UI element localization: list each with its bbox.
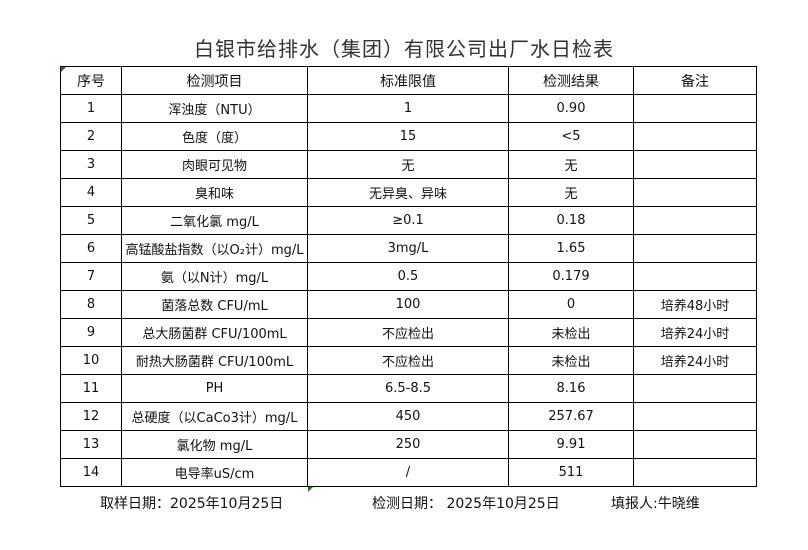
row-limit[interactable]: 无异臭、异味 <box>307 178 509 207</box>
cell-comment-marker <box>61 67 66 72</box>
table-header-row: 序号 检测项目 标准限值 检测结果 备注 <box>60 66 757 95</box>
row-item[interactable]: 肉眼可见物 <box>121 150 308 179</box>
row-result[interactable]: 未检出 <box>508 318 634 347</box>
row-index[interactable]: 13 <box>60 430 122 459</box>
table-row: 10 耐热大肠菌群 CFU/100mL 不应检出 未检出 培养24小时 <box>60 346 757 375</box>
row-remark[interactable]: 培养48小时 <box>633 290 757 319</box>
header-item[interactable]: 检测项目 <box>121 66 308 95</box>
row-limit[interactable]: 0.5 <box>307 262 509 291</box>
row-limit[interactable]: 不应检出 <box>307 318 509 347</box>
row-result[interactable]: 257.67 <box>508 402 634 431</box>
table-row: 11 PH 6.5-8.5 8.16 <box>60 374 757 403</box>
row-index[interactable]: 4 <box>60 178 122 207</box>
table-row: 2 色度（度） 15 <5 <box>60 122 757 151</box>
row-remark[interactable]: 培养24小时 <box>633 346 757 375</box>
row-remark[interactable] <box>633 150 757 179</box>
row-limit[interactable]: ≥0.1 <box>307 206 509 235</box>
row-limit[interactable]: 1 <box>307 94 509 123</box>
header-index[interactable]: 序号 <box>60 66 122 95</box>
row-item[interactable]: 色度（度） <box>121 122 308 151</box>
table-row: 8 菌落总数 CFU/mL 100 0 培养48小时 <box>60 290 757 319</box>
row-result[interactable]: 未检出 <box>508 346 634 375</box>
row-result[interactable]: 0 <box>508 290 634 319</box>
row-remark[interactable] <box>633 458 757 487</box>
row-index[interactable]: 14 <box>60 458 122 487</box>
row-item[interactable]: 高锰酸盐指数（以O₂计）mg/L <box>121 234 308 263</box>
row-item[interactable]: 氨（以N计）mg/L <box>121 262 308 291</box>
row-remark[interactable] <box>633 262 757 291</box>
row-result[interactable]: 0.90 <box>508 94 634 123</box>
table-row: 13 氯化物 mg/L 250 9.91 <box>60 430 757 459</box>
row-index[interactable]: 7 <box>60 262 122 291</box>
row-index[interactable]: 3 <box>60 150 122 179</box>
row-item[interactable]: 耐热大肠菌群 CFU/100mL <box>121 346 308 375</box>
row-item[interactable]: 氯化物 mg/L <box>121 430 308 459</box>
row-result[interactable]: 无 <box>508 178 634 207</box>
cell-comment-marker <box>308 487 313 492</box>
row-remark[interactable]: 培养24小时 <box>633 318 757 347</box>
table-row: 6 高锰酸盐指数（以O₂计）mg/L 3mg/L 1.65 <box>60 234 757 263</box>
row-result[interactable]: <5 <box>508 122 634 151</box>
row-index[interactable]: 11 <box>60 374 122 403</box>
table-row: 14 电导率uS/cm/511 <box>60 458 757 487</box>
row-item[interactable]: 总硬度（以CaCo3计）mg/L <box>121 402 308 431</box>
row-limit[interactable]: 不应检出 <box>307 346 509 375</box>
row-remark[interactable] <box>633 178 757 207</box>
row-result[interactable]: 0.179 <box>508 262 634 291</box>
row-limit[interactable]: 100 <box>307 290 509 319</box>
row-limit[interactable]: 3mg/L <box>307 234 509 263</box>
row-limit[interactable]: 6.5-8.5 <box>307 374 509 403</box>
row-result[interactable]: 511 <box>508 458 634 487</box>
row-result[interactable]: 9.91 <box>508 430 634 459</box>
row-result[interactable]: 8.16 <box>508 374 634 403</box>
header-remark[interactable]: 备注 <box>633 66 757 95</box>
daily-inspection-table: 序号 检测项目 标准限值 检测结果 备注 1 浑浊度（NTU） 1 0.90 2 色度（度… <box>60 66 757 487</box>
row-item[interactable]: 总大肠菌群 CFU/100mL <box>121 318 308 347</box>
report-title: 白银市给排水（集团）有限公司出厂水日检表 <box>194 37 614 61</box>
row-limit[interactable]: 15 <box>307 122 509 151</box>
row-limit[interactable]: 无 <box>307 150 509 179</box>
reporter: 填报人:牛晓维 <box>611 496 700 512</box>
row-remark[interactable] <box>633 122 757 151</box>
row-remark[interactable] <box>633 206 757 235</box>
header-result[interactable]: 检测结果 <box>508 66 634 95</box>
row-item[interactable]: 臭和味 <box>121 178 308 207</box>
row-index[interactable]: 8 <box>60 290 122 319</box>
row-limit[interactable]: 250 <box>307 430 509 459</box>
table-row: 7 氨（以N计）mg/L 0.5 0.179 <box>60 262 757 291</box>
row-result[interactable]: 0.18 <box>508 206 634 235</box>
row-item[interactable]: 电导率uS/cm <box>121 458 308 487</box>
row-limit[interactable]: / <box>307 458 509 487</box>
row-item[interactable]: 浑浊度（NTU） <box>121 94 308 123</box>
table-row: 3 肉眼可见物无无 <box>60 150 757 179</box>
table-row: 9 总大肠菌群 CFU/100mL 不应检出 未检出 培养24小时 <box>60 318 757 347</box>
row-index[interactable]: 2 <box>60 122 122 151</box>
header-limit[interactable]: 标准限值 <box>307 66 509 95</box>
row-result[interactable]: 1.65 <box>508 234 634 263</box>
row-item[interactable]: 菌落总数 CFU/mL <box>121 290 308 319</box>
row-index[interactable]: 10 <box>60 346 122 375</box>
row-remark[interactable] <box>633 402 757 431</box>
row-remark[interactable] <box>633 94 757 123</box>
test-date: 检测日期： 2025年10月25日 <box>372 496 560 512</box>
row-remark[interactable] <box>633 234 757 263</box>
row-item[interactable]: PH <box>121 374 308 403</box>
row-index[interactable]: 9 <box>60 318 122 347</box>
row-index[interactable]: 12 <box>60 402 122 431</box>
row-limit[interactable]: 450 <box>307 402 509 431</box>
row-item[interactable]: 二氧化氯 mg/L <box>121 206 308 235</box>
table-row: 1 浑浊度（NTU） 1 0.90 <box>60 94 757 123</box>
table-row: 12 总硬度（以CaCo3计）mg/L 450 257.67 <box>60 402 757 431</box>
row-index[interactable]: 6 <box>60 234 122 263</box>
row-index[interactable]: 1 <box>60 94 122 123</box>
table-row: 5 二氧化氯 mg/L ≥0.1 0.18 <box>60 206 757 235</box>
row-remark[interactable] <box>633 374 757 403</box>
table-row: 4 臭和味 无异臭、异味无 <box>60 178 757 207</box>
row-result[interactable]: 无 <box>508 150 634 179</box>
row-index[interactable]: 5 <box>60 206 122 235</box>
row-remark[interactable] <box>633 430 757 459</box>
sampling-date: 取样日期：2025年10月25日 <box>100 496 284 512</box>
